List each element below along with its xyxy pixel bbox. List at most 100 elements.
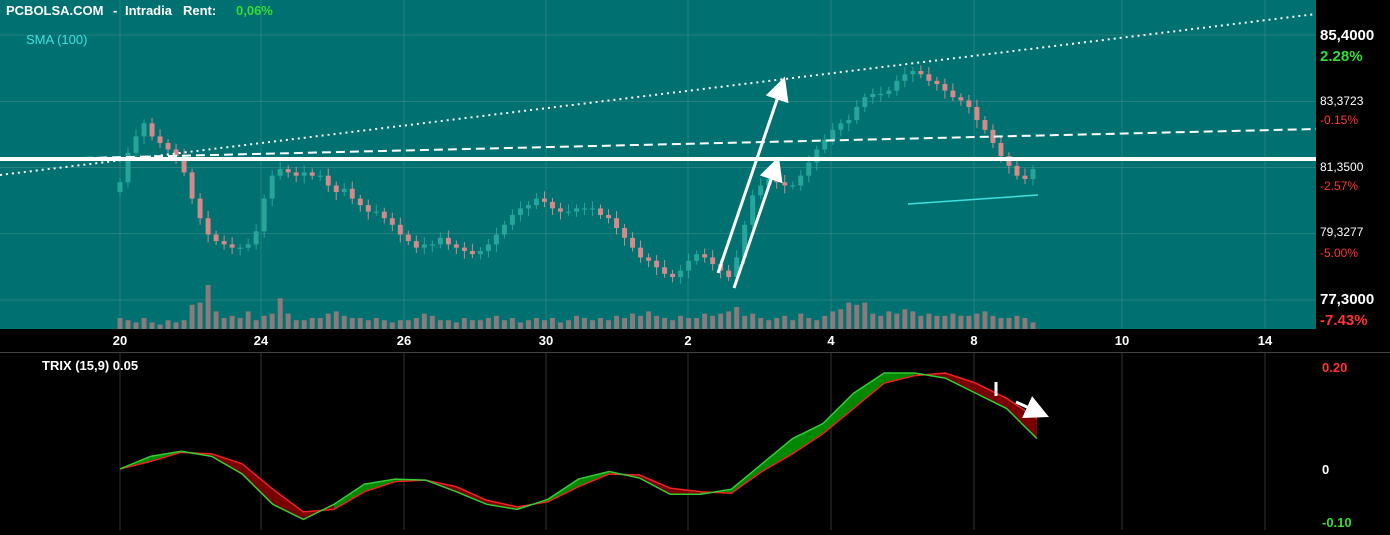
- candle-body: [533, 198, 539, 206]
- candle-body: [934, 80, 940, 85]
- trix-axis-label: 0: [1322, 462, 1329, 477]
- drawn-annotations: [0, 13, 1317, 289]
- candle-body: [598, 208, 604, 215]
- trix-line: [119, 372, 1038, 521]
- volume-bar: [702, 313, 708, 329]
- volume-bar: [421, 313, 427, 329]
- volume-bar: [389, 322, 395, 329]
- date-tick-label: 2: [684, 333, 691, 348]
- volume-bar: [742, 315, 748, 329]
- volume-bar: [950, 313, 956, 329]
- candle-body: [413, 241, 419, 248]
- price-level-label: 83,3723: [1320, 94, 1364, 108]
- volume-bar: [117, 318, 123, 329]
- candle-body: [541, 198, 547, 202]
- candle-body: [862, 97, 868, 107]
- volume-bar: [205, 285, 211, 329]
- volume-bar: [317, 318, 323, 329]
- volume-bar: [197, 302, 203, 329]
- candle-body: [509, 214, 515, 225]
- candle-body: [373, 211, 379, 213]
- sma-line: [907, 194, 1039, 205]
- candle-body: [477, 250, 483, 255]
- sma-legend: SMA (100): [26, 32, 87, 47]
- up-arrow-long[interactable]: [716, 76, 789, 274]
- volume-bar: [149, 322, 155, 329]
- candle-body: [814, 149, 820, 163]
- candle-body: [710, 257, 716, 265]
- volume-bar: [566, 320, 571, 329]
- rising-dotted-trendline[interactable]: [0, 13, 1317, 176]
- candle-body: [926, 74, 932, 81]
- candle-body: [838, 123, 844, 130]
- candle-body: [181, 156, 187, 173]
- trix-arrow[interactable]: [1015, 396, 1049, 418]
- candle-body: [325, 175, 331, 186]
- volume-bar: [301, 320, 307, 329]
- volume-bar: [598, 318, 604, 329]
- candle-body: [942, 84, 948, 91]
- candle-body: [606, 214, 612, 219]
- candle-body: [990, 129, 996, 143]
- candle-body: [694, 254, 700, 261]
- rent-label: Rent:: [183, 3, 216, 18]
- volume-bar: [253, 320, 259, 329]
- volume-bar: [926, 313, 932, 329]
- volume-bar: [381, 320, 387, 329]
- volume-bar: [165, 320, 171, 329]
- candle-body: [437, 237, 443, 245]
- volume-bar: [309, 318, 315, 329]
- volume-bar: [870, 313, 876, 329]
- candle-body: [742, 224, 748, 258]
- main-grid: [0, 0, 1316, 329]
- trix-fill-segment: [456, 486, 487, 505]
- candle-body: [758, 185, 764, 196]
- candle-body: [405, 234, 411, 242]
- candle-body: [894, 80, 900, 91]
- candle-body: [566, 211, 571, 213]
- trix-fill-segment: [333, 484, 365, 510]
- volume-bar: [477, 320, 483, 329]
- price-pct-label: 2.28%: [1320, 48, 1363, 65]
- volume-bar: [453, 322, 459, 329]
- volume-bar: [493, 315, 499, 329]
- volume-bar: [125, 320, 131, 329]
- volume-bar: [373, 318, 379, 329]
- trix-fill-segment: [731, 463, 762, 494]
- volume-bar: [798, 313, 804, 329]
- price-level-label: 77,3000: [1320, 291, 1374, 308]
- volume-bar: [437, 320, 443, 329]
- candle-body: [213, 234, 219, 242]
- volume-bar: [157, 324, 163, 329]
- volume-bar: [469, 320, 475, 329]
- trix-fill-segment: [272, 489, 304, 520]
- price-pct-label: -2.57%: [1320, 179, 1358, 193]
- volume-bar: [718, 313, 724, 329]
- volume-bar: [261, 315, 267, 329]
- up-arrow-short[interactable]: [732, 156, 783, 289]
- candle-body: [726, 270, 732, 278]
- volume-bar: [942, 315, 948, 329]
- volume-bar: [678, 315, 684, 329]
- candle-body: [590, 208, 596, 210]
- candle-body: [686, 260, 692, 271]
- volume-bar: [662, 318, 668, 329]
- volume-bar: [293, 320, 299, 329]
- volume-bar: [557, 322, 563, 329]
- candle-body: [910, 70, 916, 75]
- candle-body: [557, 208, 563, 212]
- candle-body: [389, 218, 395, 225]
- date-axis: 20 24 26 30 2 4 8 10 14: [113, 333, 1273, 348]
- volume-bar: [782, 315, 788, 329]
- candle-body: [341, 188, 347, 193]
- candle-body: [365, 205, 371, 212]
- trix-annotations: [994, 382, 1049, 418]
- volume-bar: [886, 311, 892, 329]
- dashed-resistance-line[interactable]: [0, 128, 1317, 161]
- candle-body: [397, 224, 403, 235]
- volume-bar: [173, 322, 179, 329]
- candle-body: [301, 172, 307, 176]
- volume-bar: [325, 313, 331, 329]
- trix-fill-segment: [823, 393, 854, 434]
